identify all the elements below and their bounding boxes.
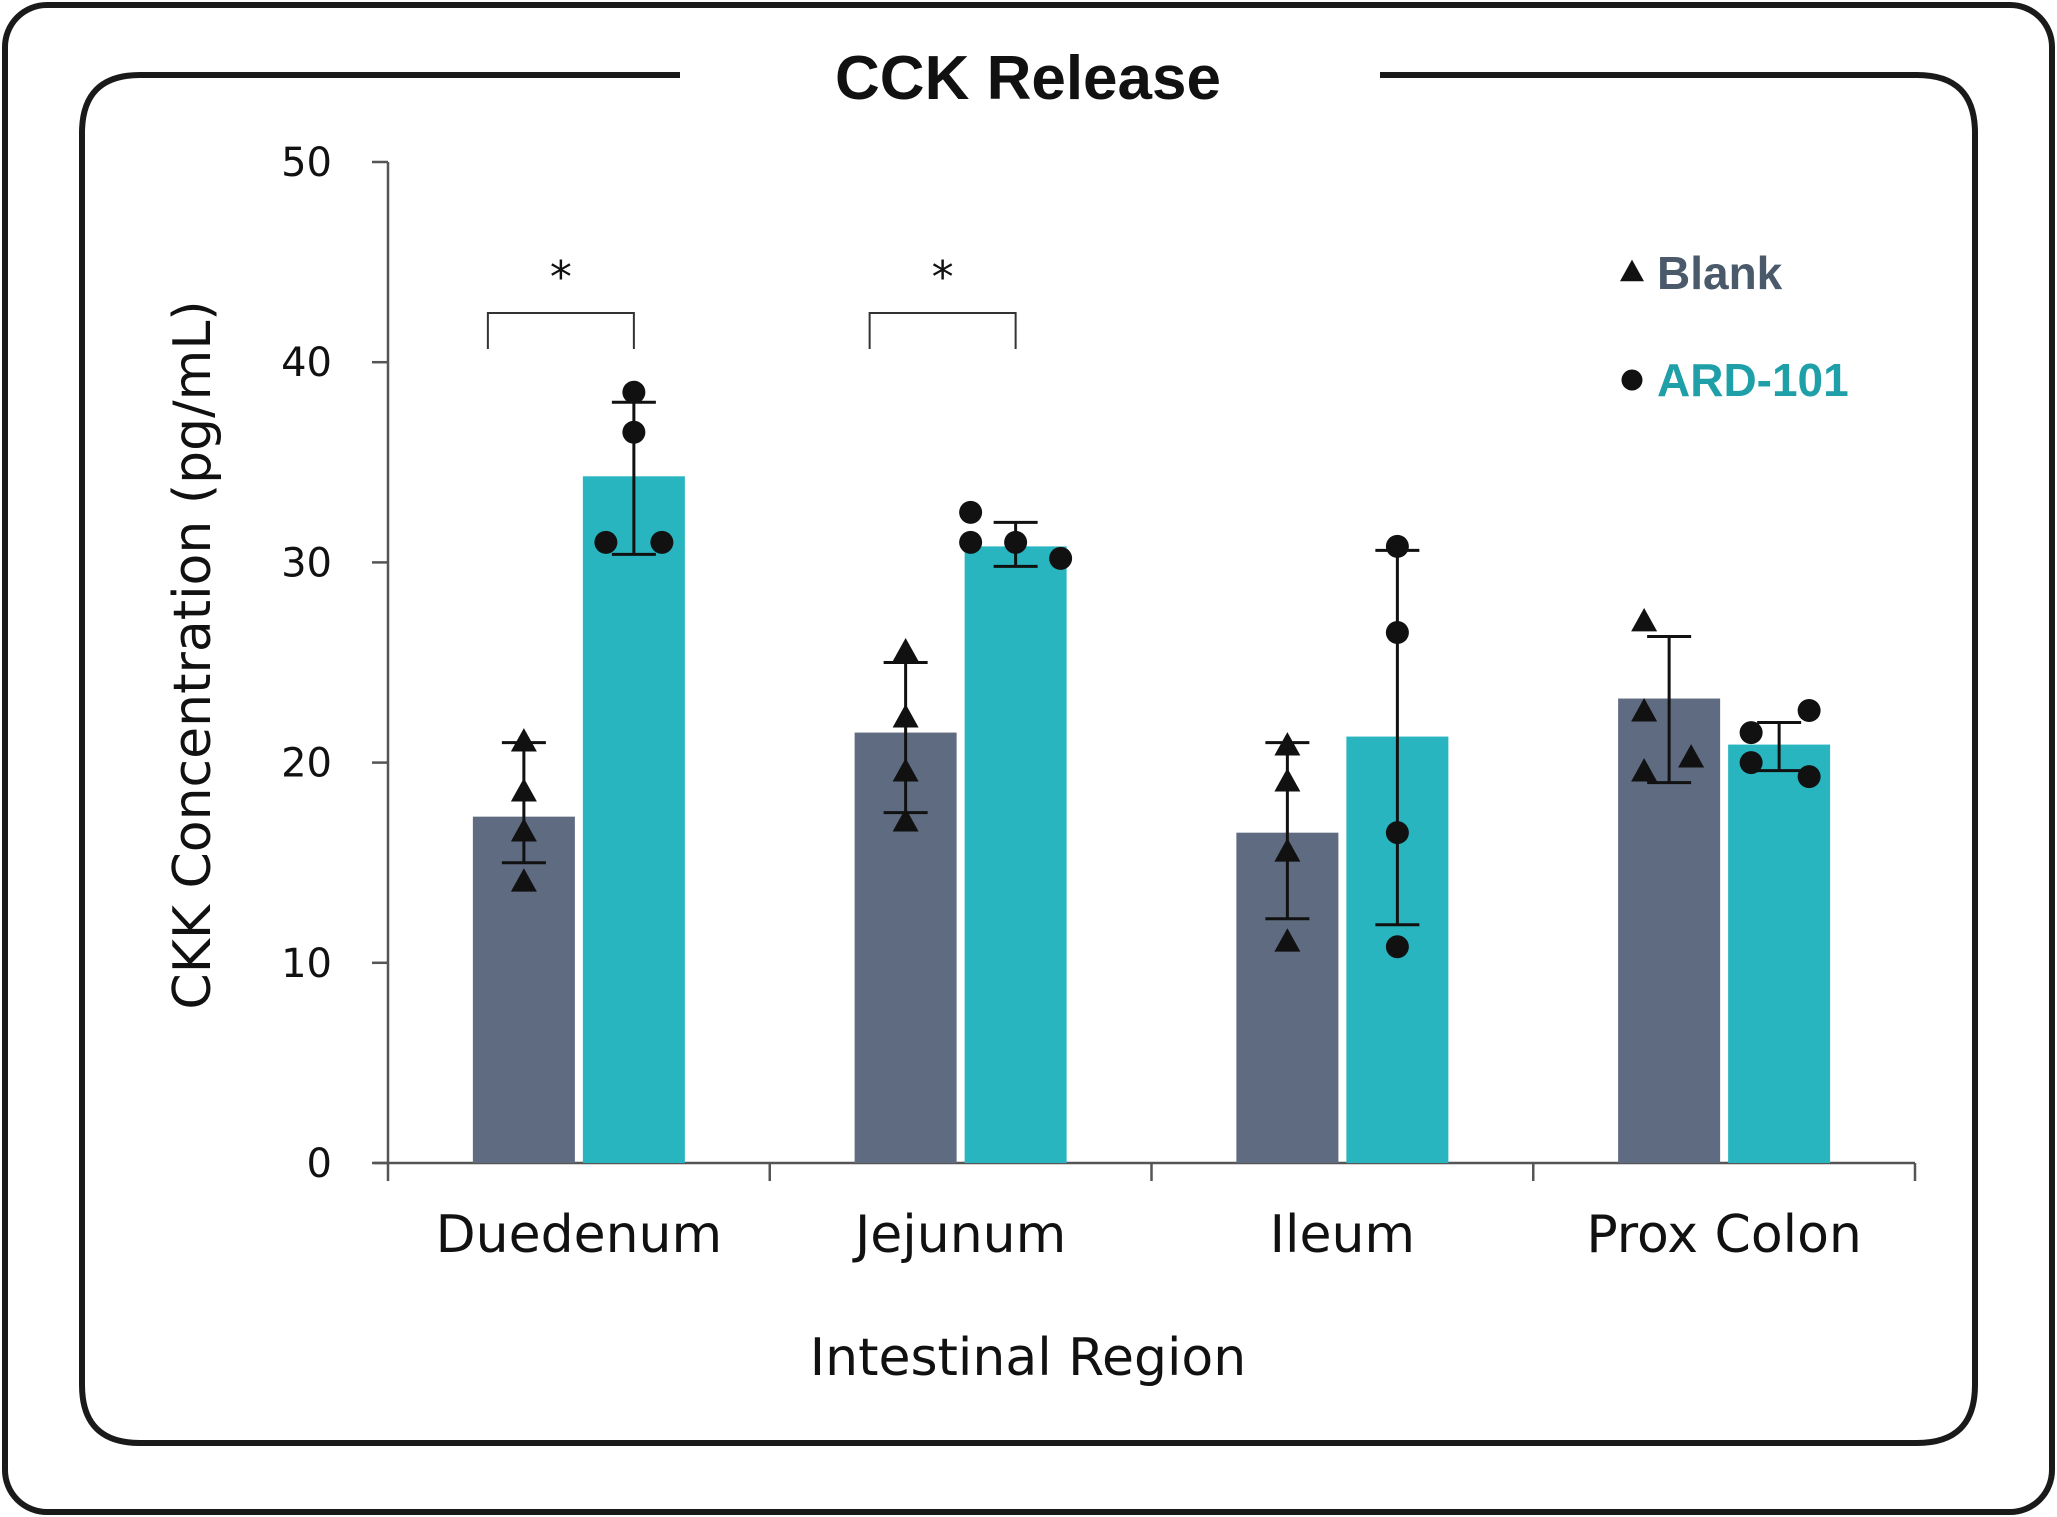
- data-point-circle: [1739, 751, 1763, 775]
- data-point-circle: [1049, 546, 1073, 570]
- data-point-triangle: [1631, 698, 1658, 722]
- data-point-triangle: [892, 808, 919, 832]
- data-point-circle: [1004, 530, 1028, 554]
- data-point-triangle: [510, 728, 537, 752]
- legend-triangle-icon: [1620, 259, 1644, 282]
- category-label: Prox Colon: [1586, 1205, 1862, 1265]
- y-tick-label: 40: [281, 340, 332, 386]
- x-axis-title: Intestinal Region: [810, 1328, 1246, 1388]
- y-tick-label: 0: [307, 1141, 332, 1187]
- data-point-triangle: [1274, 838, 1301, 862]
- category-label: Jejunum: [852, 1205, 1066, 1265]
- bar-ard101: [964, 546, 1067, 1163]
- data-point-circle: [1385, 821, 1409, 845]
- inner-border: [79, 72, 1978, 1446]
- data-point-triangle: [1631, 758, 1658, 782]
- data-point-circle: [959, 530, 983, 554]
- y-axis-title: CKK Concentration (pg/mL): [163, 300, 223, 1009]
- data-point-circle: [594, 530, 618, 554]
- category-label: Duedenum: [436, 1205, 723, 1265]
- bar-ard101: [582, 476, 685, 1164]
- data-point-triangle: [1678, 744, 1705, 768]
- y-tick-label: 30: [281, 540, 332, 586]
- data-point-circle: [650, 530, 674, 554]
- data-point-circle: [1385, 935, 1409, 959]
- significance-marker: *: [550, 252, 572, 303]
- legend: Blank ARD-101: [1620, 247, 1849, 406]
- data-point-circle: [1797, 765, 1821, 789]
- y-tick-label: 50: [281, 140, 332, 186]
- category-label: Ileum: [1270, 1205, 1415, 1265]
- legend-circle-icon: [1621, 369, 1643, 391]
- data-point-triangle: [892, 637, 919, 662]
- y-tick-label: 10: [281, 941, 332, 987]
- data-point-circle: [1797, 699, 1821, 723]
- legend-label: ARD-101: [1657, 354, 1849, 406]
- data-point-circle: [1385, 534, 1409, 558]
- data-point-circle: [622, 380, 646, 404]
- data-point-triangle: [1274, 732, 1301, 756]
- y-tick-label: 20: [281, 741, 332, 787]
- plot-area: 0 10 20 30 40 50 Duedenum Jejunum Ileum Prox Colo…: [281, 140, 1917, 1265]
- data-point-circle: [959, 500, 983, 524]
- significance-bracket: [868, 312, 1017, 349]
- data-point-circle: [622, 420, 646, 444]
- data-point-triangle: [892, 758, 919, 782]
- data-point-triangle: [510, 778, 537, 802]
- data-point-circle: [1739, 721, 1763, 745]
- data-point-triangle: [510, 818, 537, 842]
- data-point-triangle: [1274, 768, 1301, 792]
- data-point-triangle: [892, 704, 919, 728]
- data-point-triangle: [510, 868, 537, 892]
- data-point-triangle: [1274, 928, 1301, 952]
- significance-bracket: [486, 312, 635, 349]
- chart-title: CCK Release: [835, 44, 1221, 113]
- significance-marker: *: [932, 252, 954, 303]
- data-point-circle: [1385, 620, 1409, 644]
- bar-ard101: [1728, 744, 1831, 1163]
- data-point-triangle: [1631, 607, 1658, 632]
- legend-label: Blank: [1657, 247, 1783, 299]
